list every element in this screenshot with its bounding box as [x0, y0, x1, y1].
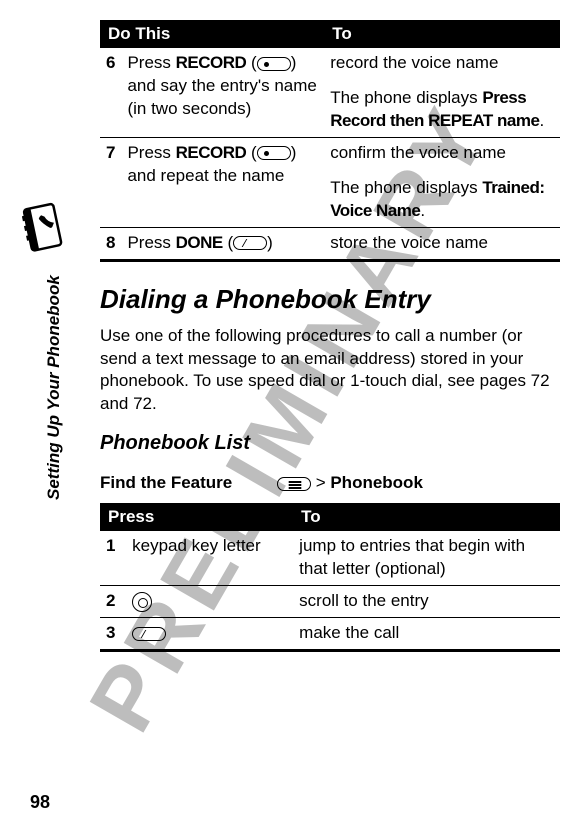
table2-header-press: Press	[100, 503, 293, 531]
separator: >	[311, 473, 330, 492]
press-cell	[126, 586, 293, 617]
softkey-label: DONE	[176, 233, 223, 252]
find-feature-path: > Phonebook	[277, 473, 423, 493]
text: store the voice name	[330, 233, 488, 252]
do-this-cell: Press RECORD () and repeat the name	[121, 138, 324, 227]
step-number: 8	[100, 228, 121, 260]
main-content: Do This To 6 Press RECORD () and say the…	[100, 20, 560, 652]
text: confirm the voice name	[330, 142, 554, 165]
text: The phone displays Trained: Voice Name.	[330, 177, 554, 223]
press-cell: keypad key letter	[126, 531, 293, 585]
text: (	[246, 143, 256, 162]
table-row: 2 scroll to the entry	[100, 586, 560, 617]
table-row: 7 Press RECORD () and repeat the name co…	[100, 138, 560, 227]
to-cell: scroll to the entry	[293, 586, 560, 617]
table1-header-to: To	[324, 20, 560, 48]
instruction-table-1: Do This To 6 Press RECORD () and say the…	[100, 20, 560, 262]
right-softkey-icon	[257, 146, 291, 160]
table-row: 8 Press DONE () store the voice name	[100, 228, 560, 260]
find-the-feature: Find the Feature > Phonebook	[100, 473, 560, 493]
to-cell: store the voice name	[324, 228, 560, 260]
step-number: 2	[100, 586, 126, 617]
to-cell: confirm the voice name The phone display…	[324, 138, 560, 227]
step-number: 3	[100, 618, 126, 650]
text: record the voice name	[330, 52, 554, 75]
to-cell: jump to entries that begin with that let…	[293, 531, 560, 585]
table-row: 6 Press RECORD () and say the entry's na…	[100, 48, 560, 137]
menu-destination: Phonebook	[330, 473, 423, 492]
table-row: 1 keypad key letter jump to entries that…	[100, 531, 560, 585]
nav-key-icon	[132, 592, 152, 612]
text: The phone displays	[330, 178, 482, 197]
text: .	[539, 111, 544, 130]
do-this-cell: Press DONE ()	[121, 228, 324, 260]
left-softkey-icon	[233, 236, 267, 250]
menu-key-icon	[277, 477, 311, 491]
step-number: 1	[100, 531, 126, 585]
text: )	[267, 233, 273, 252]
softkey-label: RECORD	[176, 143, 247, 162]
text: (	[246, 53, 256, 72]
do-this-cell: Press RECORD () and say the entry's name…	[121, 48, 324, 137]
table-row: 3 make the call	[100, 618, 560, 650]
text: Press	[127, 53, 175, 72]
text: .	[420, 201, 425, 220]
text: The phone displays Press Record then REP…	[330, 87, 554, 133]
send-key-icon	[132, 627, 166, 641]
step-number: 7	[100, 138, 121, 227]
text: The phone displays	[330, 88, 482, 107]
softkey-label: RECORD	[176, 53, 247, 72]
page-number: 98	[30, 792, 50, 813]
side-section-label: Setting Up Your Phonebook	[44, 275, 64, 500]
step-number: 6	[100, 48, 121, 137]
find-feature-label: Find the Feature	[100, 473, 232, 492]
text: Press	[127, 143, 175, 162]
right-softkey-icon	[257, 57, 291, 71]
table1-header-do-this: Do This	[100, 20, 324, 48]
body-paragraph: Use one of the following procedures to c…	[100, 325, 560, 417]
phonebook-icon	[22, 200, 66, 258]
to-cell: make the call	[293, 618, 560, 650]
subsection-heading: Phonebook List	[100, 432, 560, 455]
text: Press	[127, 233, 175, 252]
table2-header-to: To	[293, 503, 560, 531]
instruction-table-2: Press To 1 keypad key letter jump to ent…	[100, 503, 560, 652]
section-heading: Dialing a Phonebook Entry	[100, 284, 560, 315]
text: (	[223, 233, 233, 252]
to-cell: record the voice name The phone displays…	[324, 48, 560, 137]
press-cell	[126, 618, 293, 650]
